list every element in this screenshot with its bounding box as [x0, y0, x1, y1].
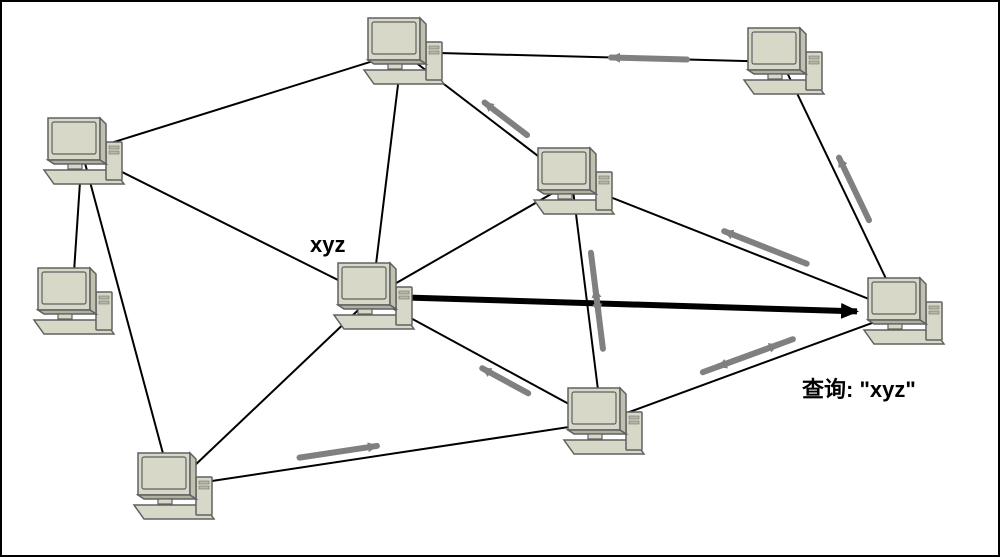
computer-node	[34, 268, 114, 334]
diagram-container: xyz 查询: "xyz"	[0, 0, 1000, 557]
computer-node	[564, 388, 644, 454]
label-xyz: xyz	[310, 232, 345, 258]
computer-node	[334, 263, 414, 329]
computer-node	[864, 278, 944, 344]
network-svg	[2, 2, 1000, 559]
computer-node	[744, 28, 824, 94]
computer-node	[364, 18, 444, 84]
computer-node	[534, 148, 614, 214]
computer-node	[134, 453, 214, 519]
label-query: 查询: "xyz"	[802, 372, 916, 404]
computer-node	[44, 118, 124, 184]
